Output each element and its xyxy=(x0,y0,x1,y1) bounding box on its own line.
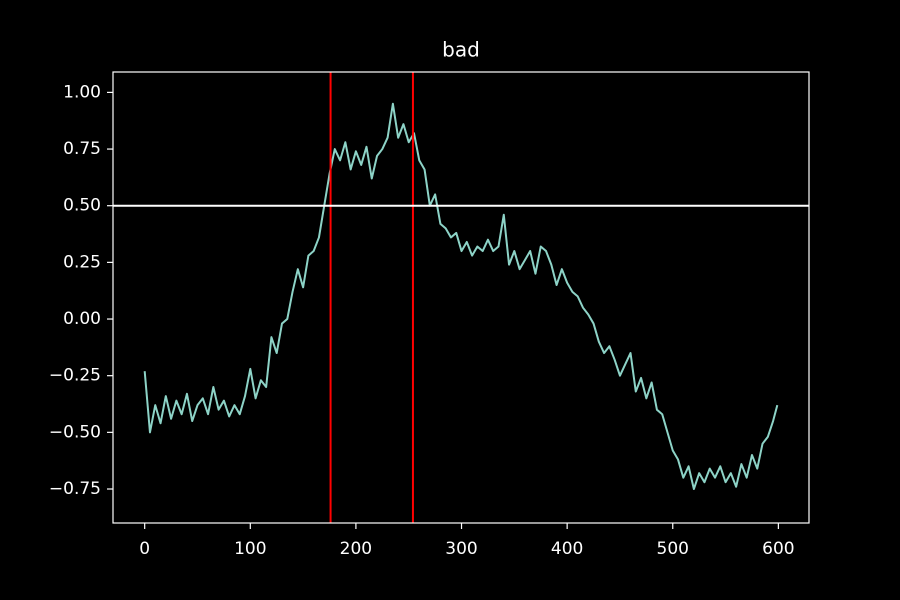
x-tick-label: 300 xyxy=(445,539,477,559)
y-tick-label: 0.75 xyxy=(63,139,101,159)
x-tick-label: 400 xyxy=(551,539,583,559)
y-tick-label: 0.25 xyxy=(63,252,101,272)
y-tick-label: −0.75 xyxy=(49,479,101,499)
y-tick-label: 0.50 xyxy=(63,196,101,216)
chart-title: bad xyxy=(442,38,480,62)
y-tick-label: −0.50 xyxy=(49,422,101,442)
data-line xyxy=(143,102,779,491)
plot-frame xyxy=(112,71,810,524)
x-tick-label: 0 xyxy=(139,539,150,559)
y-tick-label: −0.25 xyxy=(49,366,101,386)
x-tick-label: 500 xyxy=(657,539,689,559)
x-tick-label: 200 xyxy=(340,539,372,559)
y-tick-label: 1.00 xyxy=(63,82,101,102)
x-tick-label: 100 xyxy=(234,539,266,559)
y-tick-label: 0.00 xyxy=(63,309,101,329)
x-tick-label: 600 xyxy=(762,539,794,559)
